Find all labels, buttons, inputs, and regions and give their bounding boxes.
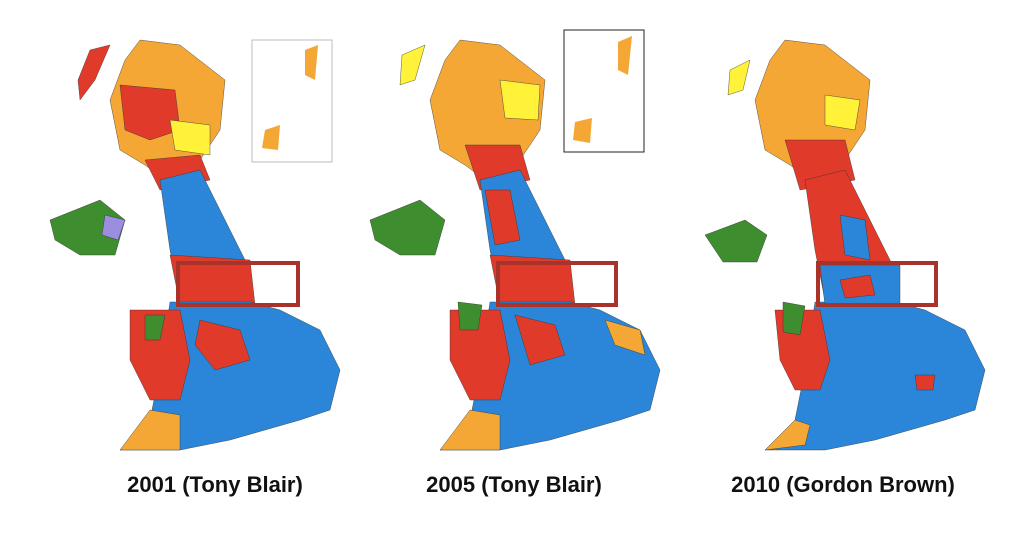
map-caption: 2010 (Gordon Brown) <box>731 472 955 497</box>
map-2005 <box>369 29 661 451</box>
map-2001 <box>49 39 341 451</box>
map-caption: 2001 (Tony Blair) <box>127 472 303 497</box>
map-caption: 2005 (Tony Blair) <box>426 472 602 497</box>
map-2010 <box>704 39 986 451</box>
